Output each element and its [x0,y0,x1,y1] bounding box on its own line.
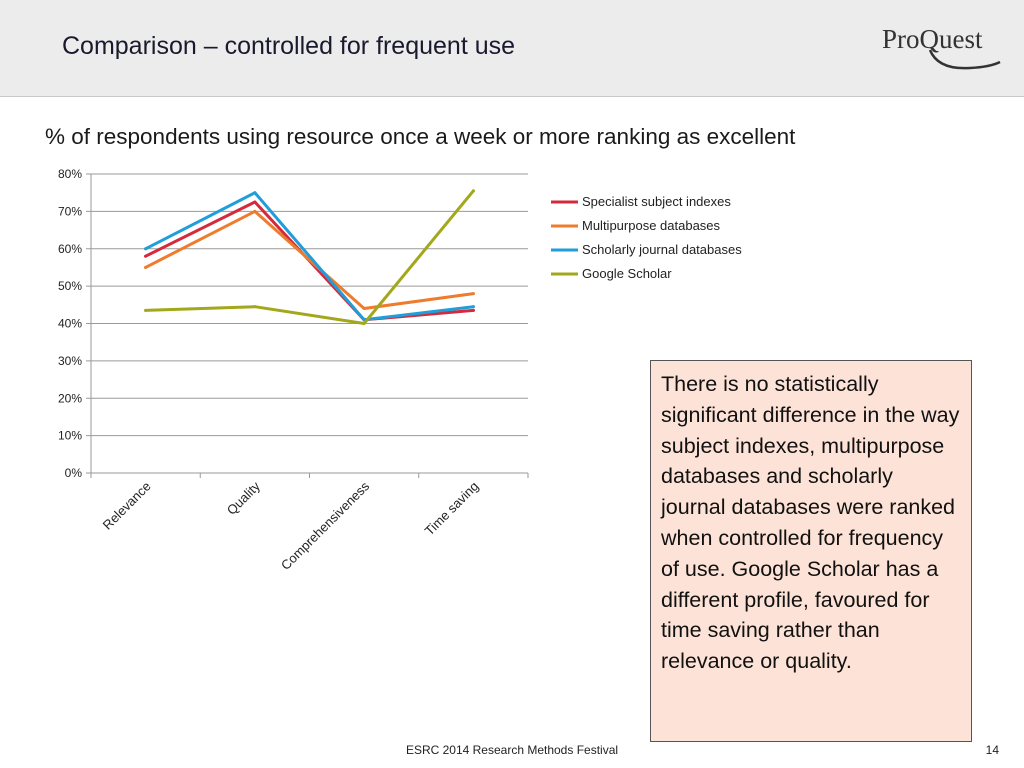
data-point [144,254,148,258]
slide-header: Comparison – controlled for frequent use… [0,0,1024,97]
data-point [362,307,366,311]
data-point [253,209,257,213]
y-tick-label: 30% [58,354,82,368]
y-tick-label: 80% [58,167,82,181]
proquest-logo: ProQuest [882,24,1001,70]
chart-subtitle: % of respondents using resource once a w… [45,124,796,149]
data-point [362,322,366,325]
y-tick-label: 0% [65,466,83,480]
line-chart: 0% 10% 20% 30% 40% 50% 60% 70% 80% Relevance Quali… [58,167,742,573]
data-point [253,191,257,195]
note-box: There is no statistically significant di… [650,360,972,742]
x-tick-label: Relevance [100,479,154,533]
data-point [471,305,475,309]
y-tick-label: 60% [58,242,82,256]
series-line [144,209,475,310]
svg-text:ProQuest: ProQuest [882,24,983,54]
footer-text: ESRC 2014 Research Methods Festival [405,743,619,757]
y-tick-label: 10% [58,429,82,443]
data-point [144,265,148,269]
legend-label: Google Scholar [582,266,672,281]
data-point [471,292,475,296]
legend-label: Specialist subject indexes [582,194,731,209]
y-tick-label: 40% [58,317,82,331]
slide-title: Comparison – controlled for frequent use [62,32,516,60]
y-tick-label: 20% [58,391,82,405]
data-point [144,308,148,312]
legend-label: Multipurpose databases [582,218,721,233]
series-line [144,191,475,322]
series-line [144,189,475,325]
x-tick-label: Comprehensiveness [278,478,373,573]
page-number: 14 [985,743,999,757]
x-tick-label: Time saving [422,479,482,539]
data-point [253,305,257,309]
x-tick-label: Quality [224,478,264,518]
legend-label: Scholarly journal databases [582,242,742,257]
data-point [144,247,148,251]
y-tick-label: 70% [58,204,82,218]
data-point [471,308,475,312]
y-tick-label: 50% [58,279,82,293]
data-point [471,189,475,193]
data-point [253,200,257,204]
